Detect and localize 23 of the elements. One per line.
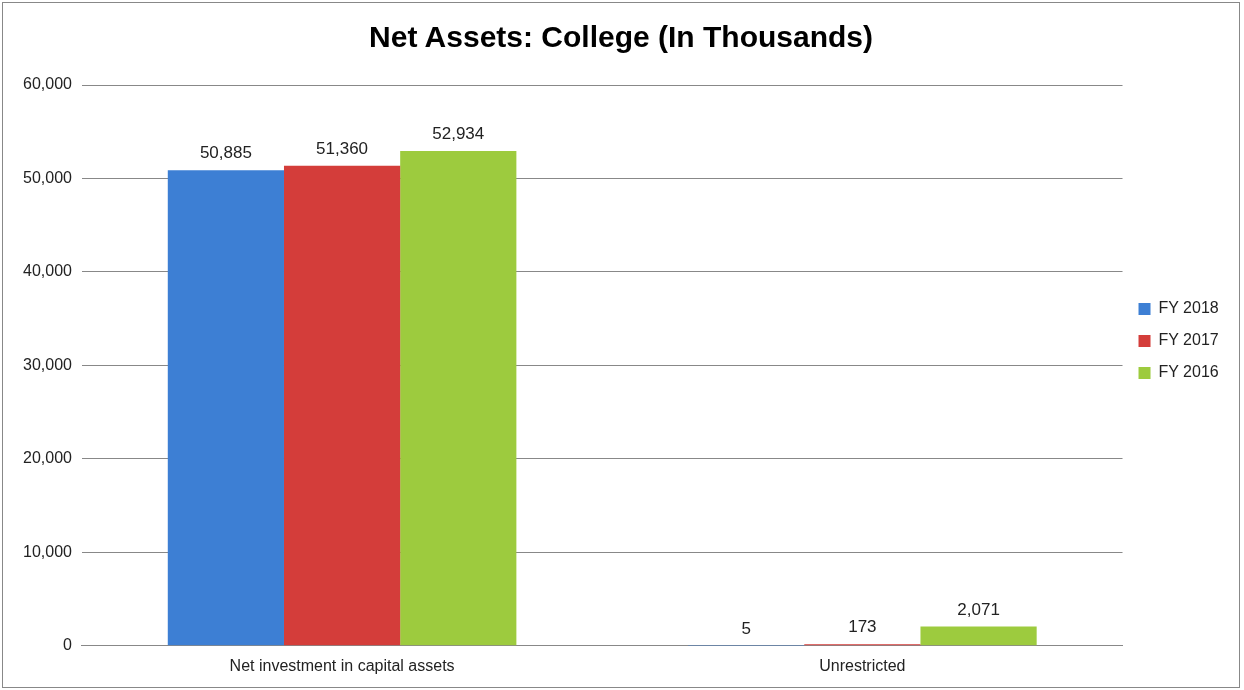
data-label: 2,071 xyxy=(957,599,1000,619)
data-label: 50,885 xyxy=(199,143,252,163)
data-label: 173 xyxy=(848,617,877,637)
bar xyxy=(400,151,517,646)
y-tick-label: 10,000 xyxy=(23,542,73,560)
bar xyxy=(283,165,401,646)
y-tick-label: 40,000 xyxy=(23,262,73,280)
data-label: 51,360 xyxy=(316,138,369,158)
x-tick-label: Net investment in capital assets xyxy=(229,656,455,674)
y-tick-label: 0 xyxy=(63,636,73,654)
bar xyxy=(167,170,284,646)
x-tick-label: Unrestricted xyxy=(819,656,906,674)
legend-label: FY 2016 xyxy=(1158,363,1219,381)
y-tick-label: 60,000 xyxy=(23,75,73,93)
y-tick-label: 50,000 xyxy=(23,168,73,186)
legend-label: FY 2018 xyxy=(1158,299,1219,317)
data-label: 5 xyxy=(741,618,751,638)
data-label: 52,934 xyxy=(432,124,485,144)
y-tick-label: 30,000 xyxy=(23,355,73,373)
chart-title: Net Assets: College (In Thousands) xyxy=(369,20,873,54)
legend-label: FY 2017 xyxy=(1158,331,1219,349)
bar xyxy=(920,626,1037,646)
y-tick-label: 20,000 xyxy=(23,449,73,467)
